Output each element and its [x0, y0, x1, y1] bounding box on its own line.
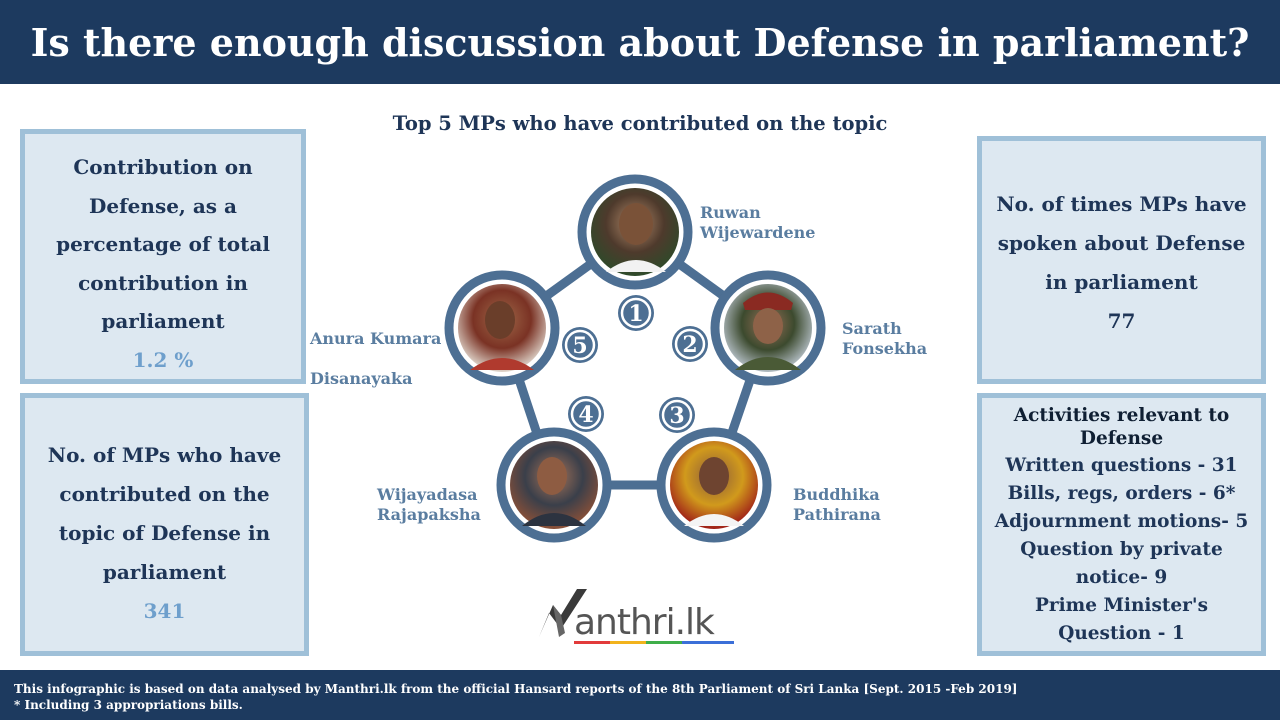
mp-portrait-3	[656, 427, 772, 543]
mp-portrait-2	[710, 270, 826, 386]
mp-last-name: Disanayaka	[310, 369, 413, 388]
checkmark-icon	[539, 589, 587, 637]
footer-note: This infographic is based on data analys…	[0, 670, 1280, 720]
mp-last-name: Wijewardene	[700, 223, 816, 242]
mp-portrait-5	[444, 270, 560, 386]
logo-bar-red	[574, 641, 610, 644]
rank-number-2: 2	[682, 332, 697, 358]
logo-text: anthri.lk	[574, 602, 715, 643]
mp-portrait-4	[496, 427, 612, 543]
activity-item-pm-question: Prime Minister's Question - 1	[1034, 595, 1208, 644]
footer-footnote: * Including 3 appropriations bills.	[14, 698, 243, 712]
rank-number-4: 4	[578, 402, 593, 428]
mp-last-name: Rajapaksha	[377, 505, 481, 524]
rank-number-3: 3	[669, 403, 684, 429]
activity-item-written-questions: Written questions - 31	[1005, 455, 1238, 476]
footer-source-line: This infographic is based on data analys…	[14, 682, 1018, 696]
rank-badge-1: 1	[618, 295, 654, 331]
mp-first-name: Sarath	[842, 319, 902, 338]
manthri-logo	[539, 589, 587, 637]
times-spoken-panel: No. of times MPs have spoken about Defen…	[977, 136, 1266, 384]
activity-item-private-notice: Question by private notice- 9	[1020, 539, 1223, 588]
mp-first-name: Wijayadasa	[377, 485, 478, 504]
rank-badge-2: 2	[672, 326, 708, 362]
rank-badge-5: 5	[562, 327, 598, 363]
mps-count-value: 341	[143, 599, 186, 623]
mp-name-3: Buddhika Pathirana	[793, 485, 881, 525]
mp-first-name: Ruwan	[700, 203, 761, 222]
mp-last-name: Pathirana	[793, 505, 881, 524]
rank-badge-3: 3	[659, 397, 695, 433]
mp-name-2: Sarath Fonsekha	[842, 319, 927, 359]
contribution-value: 1.2 %	[132, 347, 194, 372]
mps-count-label: No. of MPs who have contributed on the t…	[47, 443, 282, 584]
activity-item-bills: Bills, regs, orders - 6*	[1007, 483, 1236, 504]
logo-bar-blue	[682, 641, 734, 644]
contribution-panel: Contribution on Defense, as a percentage…	[20, 129, 306, 384]
mp-last-name: Fonsekha	[842, 339, 928, 358]
mp-name-5: Anura Kumara Disanayaka	[310, 319, 441, 399]
rank-number-1: 1	[628, 301, 643, 327]
mp-name-4: Wijayadasa Rajapaksha	[377, 485, 481, 525]
times-spoken-label: No. of times MPs have spoken about Defen…	[996, 192, 1247, 294]
rank-number-5: 5	[572, 333, 587, 359]
times-spoken-value: 77	[1107, 309, 1136, 333]
logo-bar-yellow	[610, 641, 646, 644]
mp-first-name: Anura Kumara	[310, 329, 442, 348]
section-subtitle: Top 5 MPs who have contributed on the to…	[392, 112, 888, 135]
mp-name-1: Ruwan Wijewardene	[700, 203, 815, 243]
contribution-label: Contribution on Defense, as a percentage…	[56, 155, 270, 333]
activity-item-adjournment: Adjournment motions- 5	[994, 511, 1249, 532]
mps-count-panel: No. of MPs who have contributed on the t…	[20, 393, 309, 656]
logo-bar-green	[646, 641, 682, 644]
header-banner: Is there enough discussion about Defense…	[0, 0, 1280, 84]
activities-panel: Activities relevant to Defense Written q…	[977, 393, 1266, 656]
activities-title: Activities relevant to Defense	[1013, 405, 1230, 449]
rank-badge-4: 4	[568, 396, 604, 432]
page-title: Is there enough discussion about Defense…	[30, 19, 1250, 65]
mp-first-name: Buddhika	[793, 485, 880, 504]
mp-portrait-1	[577, 174, 693, 290]
